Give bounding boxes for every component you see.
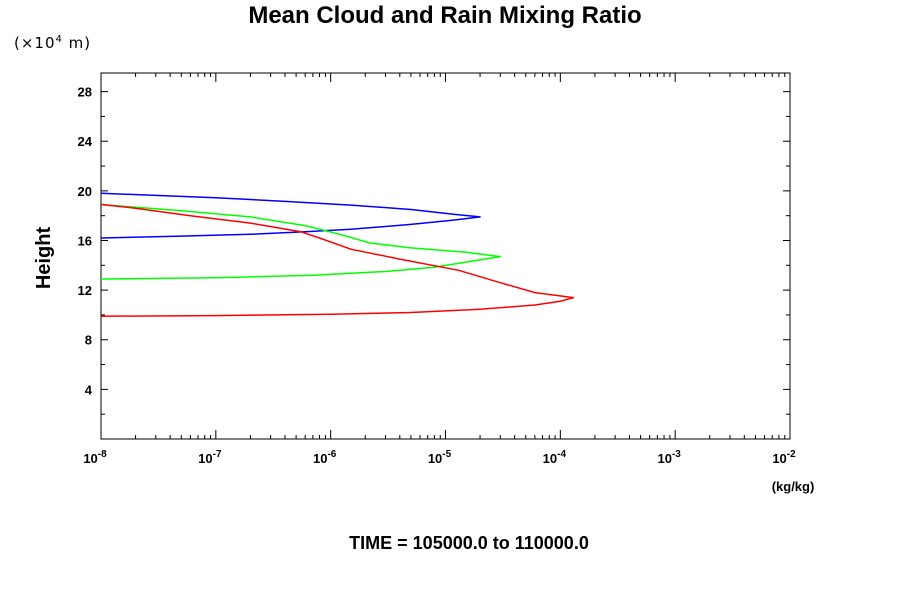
axis-ticks xyxy=(100,73,791,439)
x-tick-base: 10 xyxy=(83,451,97,466)
y-tick-label: 24 xyxy=(78,134,93,149)
x-axis-unit: (kg/kg) xyxy=(772,479,815,494)
x-tick-label: 10-3 xyxy=(657,449,681,466)
x-tick-label: 10-6 xyxy=(313,449,337,466)
x-tick-exponent: -4 xyxy=(557,449,566,460)
x-tick-label: 10-7 xyxy=(198,449,222,466)
y-unit-exponent: 4 xyxy=(56,34,63,45)
x-tick-label: 10-8 xyxy=(83,449,107,466)
x-tick-base: 10 xyxy=(313,451,327,466)
y-tick-label: 12 xyxy=(78,283,92,298)
series-line-2 xyxy=(100,203,575,317)
time-start: 105000.0 xyxy=(413,533,488,553)
time-prefix: TIME = xyxy=(349,533,413,553)
chart-title: Mean Cloud and Rain Mixing Ratio xyxy=(248,2,641,29)
x-tick-base: 10 xyxy=(428,451,442,466)
y-tick-label: 16 xyxy=(78,233,92,248)
x-tick-exponent: -5 xyxy=(442,449,451,460)
x-tick-exponent: -3 xyxy=(672,449,681,460)
y-tick-label: 28 xyxy=(78,85,92,100)
time-end: 110000.0 xyxy=(515,533,589,553)
y-tick-label: 4 xyxy=(85,382,93,397)
plot-frame xyxy=(100,72,791,440)
y-axis-unit: (×104 m) xyxy=(14,34,91,52)
x-tick-label: 10-4 xyxy=(543,449,567,466)
x-tick-base: 10 xyxy=(772,451,786,466)
x-tick-base: 10 xyxy=(198,451,212,466)
y-unit-suffix: m) xyxy=(63,34,91,52)
series-layer xyxy=(100,192,575,317)
x-tick-exponent: -7 xyxy=(213,449,222,460)
x-tick-label: 10-2 xyxy=(772,449,796,466)
series-line-1 xyxy=(100,203,502,280)
x-tick-base: 10 xyxy=(657,451,671,466)
y-unit-prefix: (×10 xyxy=(14,34,56,52)
time-range-caption: TIME = 105000.0 to 110000.0 xyxy=(349,533,589,553)
x-tick-base: 10 xyxy=(543,451,557,466)
x-tick-label: 10-5 xyxy=(428,449,452,466)
x-tick-exponent: -2 xyxy=(787,449,796,460)
series-line-0 xyxy=(100,192,481,239)
x-tick-exponent: -6 xyxy=(327,449,336,460)
time-separator: to xyxy=(488,533,515,553)
y-tick-label: 20 xyxy=(78,184,92,199)
y-tick-label: 8 xyxy=(85,333,92,348)
x-tick-exponent: -8 xyxy=(98,449,107,460)
y-axis-label: Height xyxy=(33,227,55,290)
